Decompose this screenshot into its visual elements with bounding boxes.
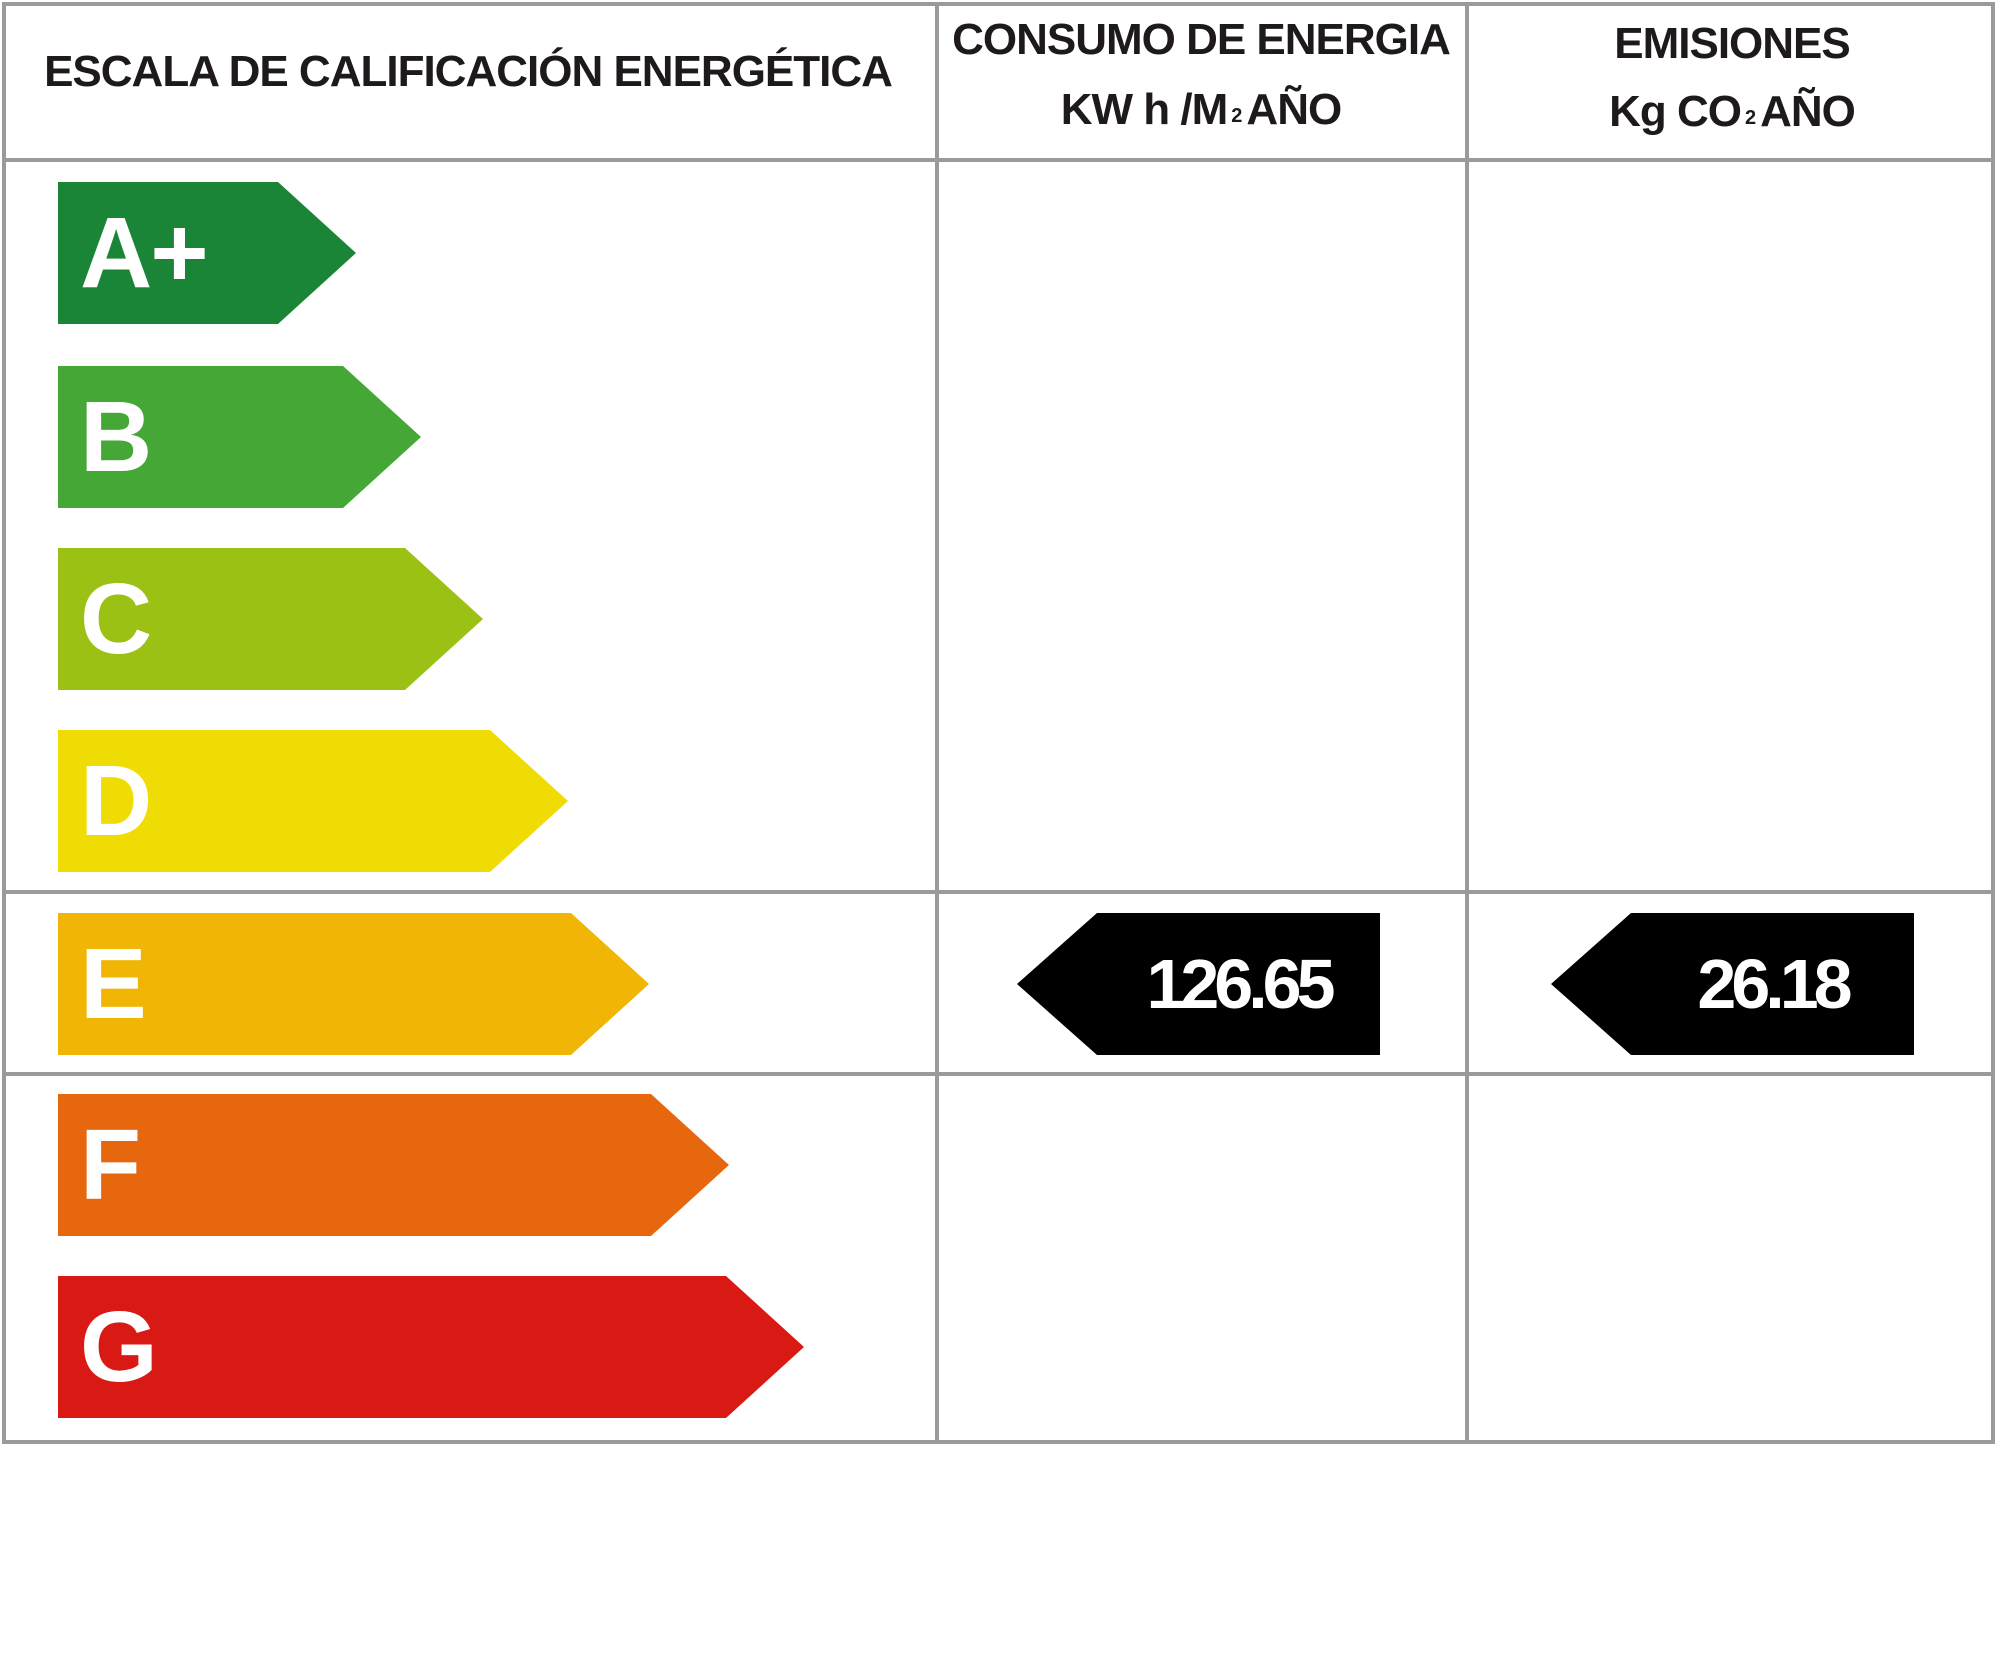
rating-arrow-tip [651,1094,729,1236]
rating-arrow-body [58,1276,726,1418]
rating-arrow-b: B [58,366,421,508]
rating-arrow-body [58,730,490,872]
row-divider-e-bottom [2,1072,1995,1076]
rating-letter: F [80,1109,141,1221]
energy-rating-table [2,2,1995,1444]
rating-arrow-tip [343,366,421,508]
rating-arrow-body [58,913,571,1055]
rating-arrow-g: G [58,1276,804,1418]
rating-arrow-a-plus: A+ [58,182,356,324]
emissions-title: EMISIONES [1614,19,1851,68]
rating-arrow-body [58,548,405,690]
rating-letter: C [80,563,152,675]
rating-arrow-tip [726,1276,804,1418]
emissions-value: 26.18 [1697,945,1852,1023]
header-divider [2,158,1995,162]
rating-arrow-body [58,1094,651,1236]
rating-arrow-tip [278,182,356,324]
rating-letter: E [80,928,147,1040]
consumption-unit: KW h /M 2AÑO [1060,85,1342,134]
rating-arrow-body [58,366,343,508]
consumption-indicator-body [1097,913,1380,1055]
rating-arrow-e: E [58,913,649,1055]
rating-arrow-tip [490,730,568,872]
rating-letter: G [80,1291,158,1403]
rating-arrow-f: F [58,1094,729,1236]
consumption-indicator: 126.65 [1017,913,1380,1055]
rating-letter: B [80,381,152,493]
emissions-unit: Kg CO 2AÑO [1609,87,1856,136]
rating-arrow-tip [571,913,649,1055]
emissions-indicator-body [1631,913,1914,1055]
emissions-indicator-tip [1551,913,1631,1055]
consumption-indicator-tip [1017,913,1097,1055]
column-divider-1 [935,2,939,1444]
row-divider-e-top [2,890,1995,894]
consumption-title: CONSUMO DE ENERGIA [952,15,1451,64]
emissions-indicator: 26.18 [1551,913,1914,1055]
scale-title: ESCALA DE CALIFICACIÓN ENERGÉTICA [44,47,893,96]
rating-arrow-d: D [58,730,568,872]
consumption-value: 126.65 [1146,945,1335,1023]
rating-letter: A+ [80,197,209,309]
column-divider-2 [1465,2,1469,1444]
rating-arrow-c: C [58,548,483,690]
rating-arrow-tip [405,548,483,690]
rating-arrow-body [58,182,278,324]
rating-letter: D [80,745,152,857]
